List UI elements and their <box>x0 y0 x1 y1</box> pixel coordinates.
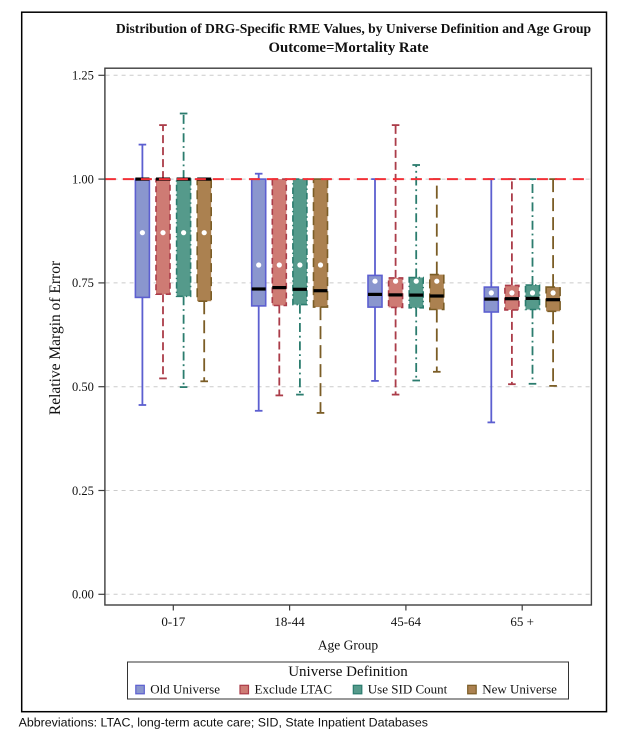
svg-text:18-44: 18-44 <box>274 614 305 629</box>
svg-text:Exclude LTAC: Exclude LTAC <box>255 682 333 697</box>
svg-text:65 +: 65 + <box>510 614 534 629</box>
svg-text:0.50: 0.50 <box>72 380 94 394</box>
svg-text:Age Group: Age Group <box>318 638 379 653</box>
svg-text:0.75: 0.75 <box>72 276 94 290</box>
svg-text:Abbreviations: LTAC, long-term: Abbreviations: LTAC, long-term acute car… <box>19 716 428 730</box>
svg-text:45-64: 45-64 <box>391 614 422 629</box>
svg-text:Use SID Count: Use SID Count <box>368 682 448 697</box>
svg-text:New Universe: New Universe <box>482 682 557 697</box>
svg-text:Relative Margin of Error: Relative Margin of Error <box>47 260 64 415</box>
svg-text:0.00: 0.00 <box>72 588 94 602</box>
svg-text:Old Universe: Old Universe <box>150 682 220 697</box>
svg-text:1.00: 1.00 <box>72 172 94 186</box>
svg-text:Distribution of DRG-Specific R: Distribution of DRG-Specific RME Values,… <box>116 21 592 36</box>
svg-text:1.25: 1.25 <box>72 69 94 83</box>
svg-text:Universe Definition: Universe Definition <box>288 664 408 680</box>
svg-text:0.25: 0.25 <box>72 484 94 498</box>
svg-text:Outcome=Mortality Rate: Outcome=Mortality Rate <box>268 40 428 56</box>
svg-text:0-17: 0-17 <box>161 614 185 629</box>
